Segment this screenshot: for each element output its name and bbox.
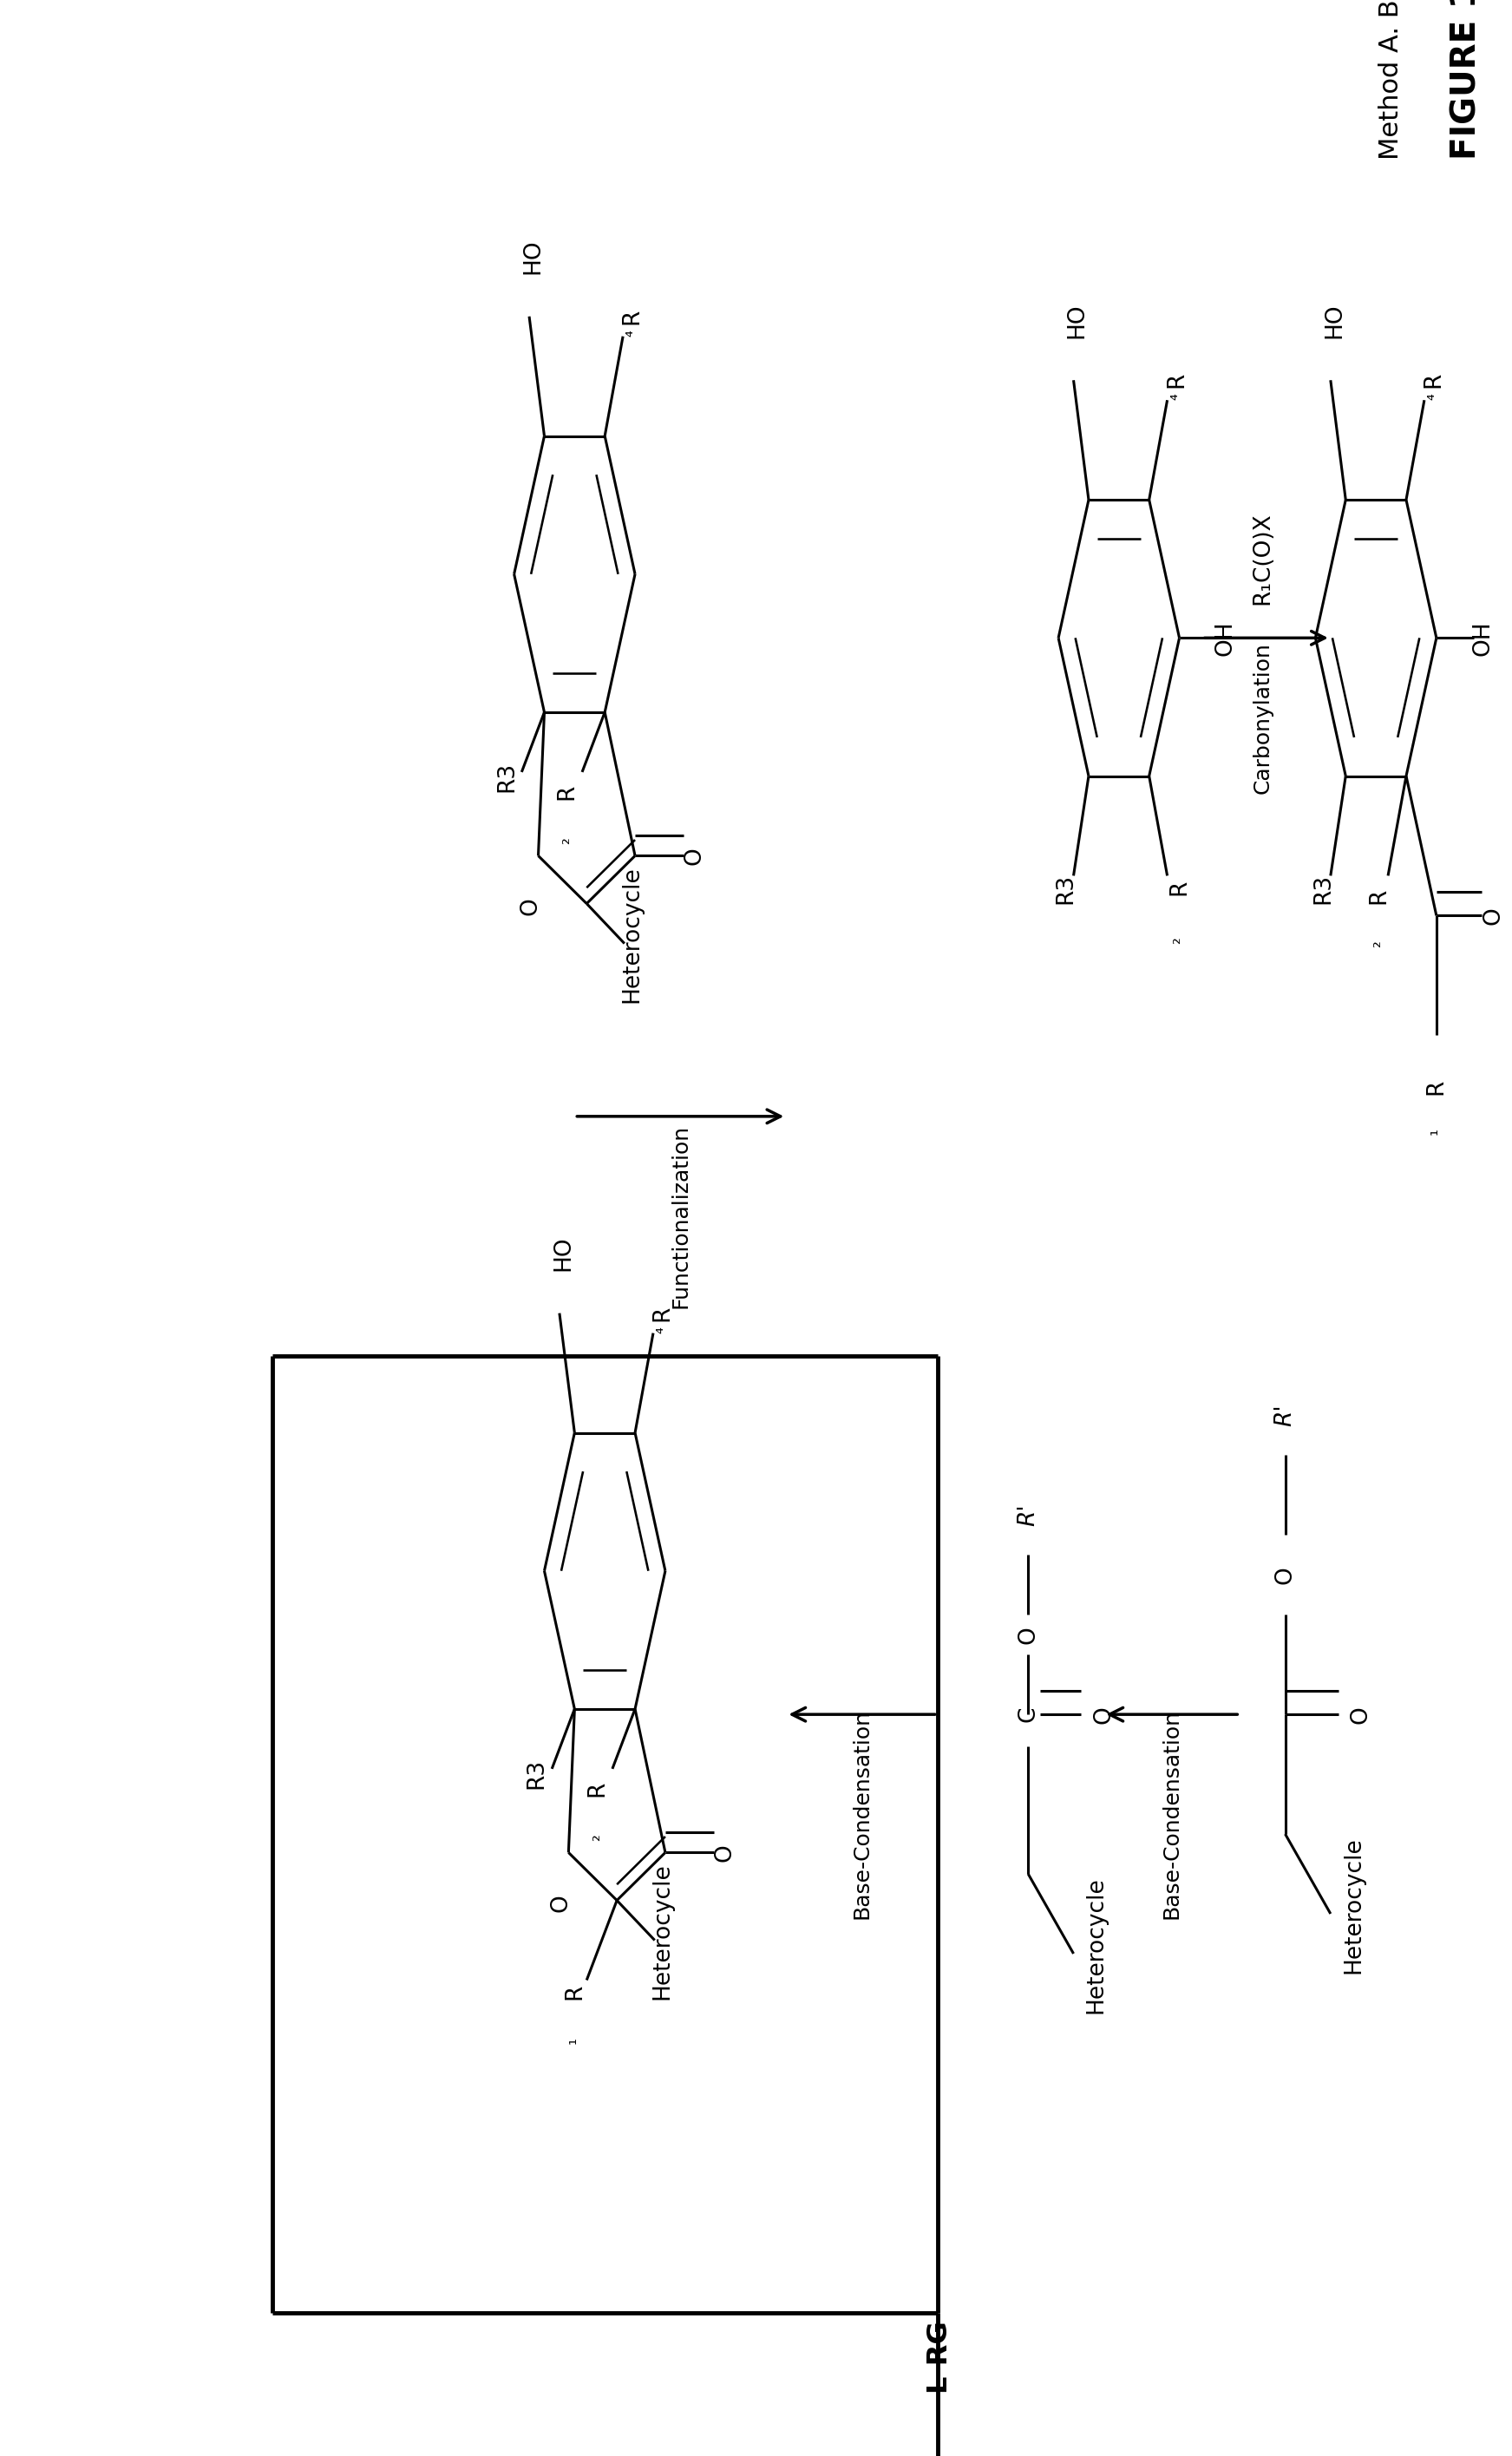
Text: Heterocycle: Heterocycle [1086,1876,1107,2014]
Text: Carbonylation: Carbonylation [1252,641,1273,793]
Text: R: R [1423,373,1444,388]
Text: Functionalization: Functionalization [670,1125,691,1309]
Text: R: R [587,1781,608,1798]
Text: HO: HO [522,238,544,275]
Text: Method A. Base-Catalyzed Condensation: Method A. Base-Catalyzed Condensation [1379,0,1403,160]
Text: ₁: ₁ [562,2036,579,2043]
Text: R: R [1368,887,1390,904]
Text: O: O [550,1894,572,1913]
Text: Heterocycle: Heterocycle [1343,1837,1364,1975]
Text: R: R [652,1304,673,1321]
Text: HO: HO [1323,302,1346,339]
Text: O: O [1018,1626,1039,1643]
Text: R3: R3 [1312,874,1334,904]
Text: ₄: ₄ [1164,393,1181,400]
Text: O: O [683,847,706,865]
Text: ₄: ₄ [650,1326,667,1334]
Text: R: R [1169,879,1190,896]
Text: O: O [1093,1704,1114,1724]
Text: ₁: ₁ [1424,1127,1441,1135]
Text: R: R [1426,1078,1447,1095]
Text: O: O [520,896,541,916]
Text: R3: R3 [496,761,517,791]
Text: HO: HO [552,1235,575,1270]
Text: O: O [1275,1567,1296,1584]
Text: O: O [714,1844,736,1862]
Text: OH: OH [1214,621,1237,656]
Text: ₂: ₂ [556,837,573,845]
Text: L-RG: L-RG [924,2318,951,2392]
Text: R: R [564,1984,585,1999]
Text: ₂: ₂ [1167,936,1184,943]
Text: Base-Condensation: Base-Condensation [851,1709,872,1918]
Text: R3: R3 [526,1758,547,1788]
Text: O: O [1482,906,1504,923]
Text: O: O [1350,1704,1371,1724]
Text: ₂: ₂ [1367,941,1383,948]
Text: R₁C(O)X: R₁C(O)X [1252,511,1273,604]
Text: Heterocycle: Heterocycle [652,1864,673,1999]
Text: OH: OH [1471,621,1494,656]
Text: HO: HO [1066,302,1089,339]
Text: R3: R3 [1055,874,1077,904]
Text: R: R [621,309,643,324]
Text: ₄: ₄ [620,329,637,336]
Text: ₂: ₂ [587,1835,603,1840]
Text: Base-Condensation: Base-Condensation [1161,1709,1182,1918]
Text: ₄: ₄ [1421,393,1438,400]
Text: C: C [1018,1707,1039,1722]
Text: R: R [1166,373,1187,388]
Text: R': R' [1275,1405,1296,1427]
Text: R': R' [1018,1503,1039,1525]
Text: Heterocycle: Heterocycle [621,867,643,1005]
Text: FIGURE 1A: FIGURE 1A [1450,0,1483,160]
Text: R: R [556,783,578,801]
